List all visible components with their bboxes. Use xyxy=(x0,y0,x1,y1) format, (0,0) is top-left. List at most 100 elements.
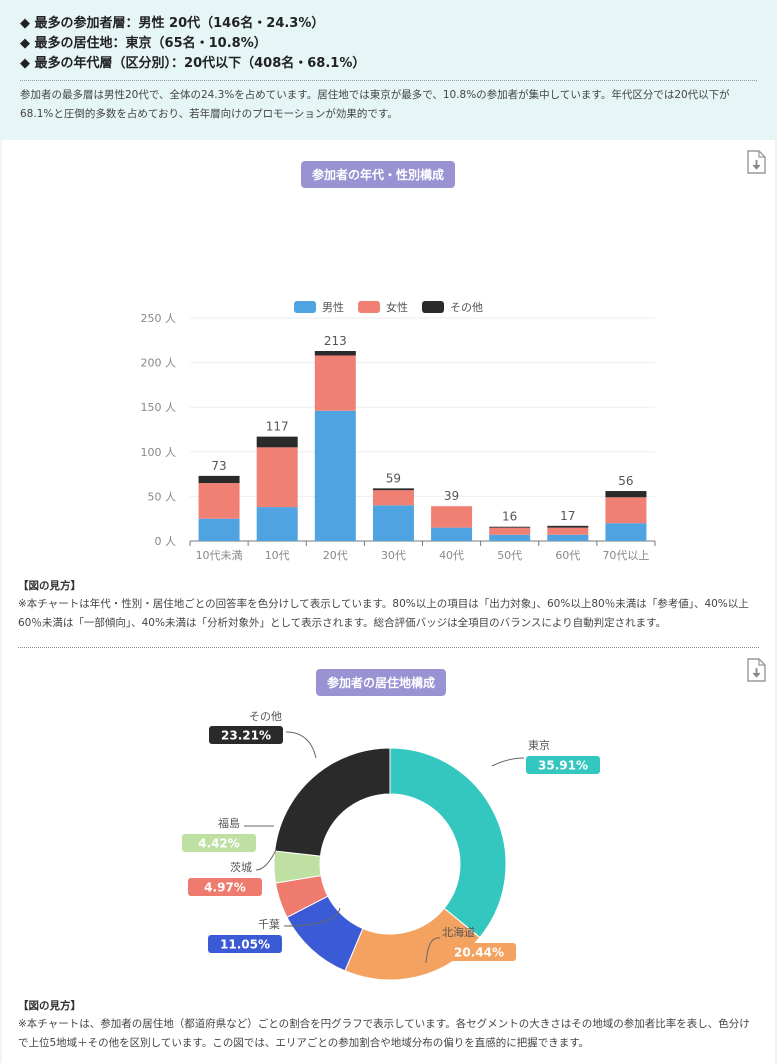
bar-segment xyxy=(605,491,647,498)
donut-label-千葉: 千葉 11.05% xyxy=(208,907,341,953)
bar-segment xyxy=(198,483,240,519)
percent-value: 23.21% xyxy=(221,729,271,743)
x-tick-label: 10代 xyxy=(265,549,290,562)
bar-segment xyxy=(547,527,589,535)
x-tick-label: 60代 xyxy=(555,549,580,562)
bar-segment xyxy=(489,526,531,528)
residence-panel: 参加者の居住地構成 東京 35.91% 北海道 20.44% 千葉 11.05% 茨城 4.9… xyxy=(18,648,766,998)
y-tick-label: 150 人 xyxy=(141,401,177,414)
highlight-top-age-group: ◆ 最多の年代層（区分別）：20代以下（408名・68.1%） xyxy=(20,56,366,71)
bar-segment xyxy=(314,351,356,356)
bar-note-text: ※本チャートは年代・性別・居住地ごとの回答率を色分けして表示しています。80%以… xyxy=(18,598,749,629)
region-name: 福島 xyxy=(218,816,240,830)
region-name: 千葉 xyxy=(258,917,280,931)
bar-segment xyxy=(256,436,298,448)
bar-segment xyxy=(489,534,531,541)
percent-value: 4.42% xyxy=(198,837,240,851)
bar-30代[interactable] xyxy=(372,488,414,541)
percent-badge xyxy=(208,935,282,953)
region-name: 東京 xyxy=(528,738,550,752)
legend-label: その他 xyxy=(450,301,483,314)
bar-40代[interactable] xyxy=(431,506,473,541)
bar-total-label: 59 xyxy=(386,471,401,485)
y-tick-label: 100 人 xyxy=(141,446,177,459)
bar-10代未満[interactable] xyxy=(198,475,240,541)
chart-title-age-gender: 参加者の年代・性別構成 xyxy=(301,161,456,188)
bar-segment xyxy=(605,523,647,541)
highlight-top-segment: ◆ 最多の参加者層：男性 20代（146名・24.3%） xyxy=(20,16,325,31)
y-tick-label: 200 人 xyxy=(141,357,177,370)
bar-60代[interactable] xyxy=(547,525,589,541)
percent-value: 11.05% xyxy=(220,938,270,952)
legend-swatch xyxy=(358,301,380,313)
bar-segment xyxy=(372,488,414,491)
bar-segment xyxy=(489,527,531,535)
y-tick-label: 250 人 xyxy=(141,312,177,325)
bar-total-label: 73 xyxy=(211,459,226,473)
legend-swatch xyxy=(422,301,444,313)
donut-label-その他: その他 23.21% xyxy=(209,710,317,759)
donut-label-茨城: 茨城 4.97% xyxy=(188,849,277,896)
bar-segment xyxy=(198,518,240,541)
legend-label: 男性 xyxy=(322,300,344,314)
file-download-icon[interactable] xyxy=(745,658,767,682)
x-tick-label: 20代 xyxy=(323,549,348,562)
bar-total-label: 117 xyxy=(266,420,289,434)
donut-label-北海道: 北海道 20.44% xyxy=(425,925,516,964)
legend-swatch xyxy=(294,301,316,313)
bar-segment xyxy=(372,505,414,541)
bar-total-label: 17 xyxy=(560,509,575,523)
percent-badge xyxy=(526,756,600,774)
bar-10代[interactable] xyxy=(256,436,298,541)
region-name: その他 xyxy=(249,710,282,723)
summary-description: 参加者の最多層は男性20代で、全体の24.3%を占めています。居住地では東京が最… xyxy=(20,89,730,120)
y-tick-label: 0 人 xyxy=(155,535,177,548)
donut-segment-その他[interactable] xyxy=(274,747,391,857)
bar-total-label: 213 xyxy=(324,334,347,348)
file-download-icon[interactable] xyxy=(745,150,767,174)
y-tick-label: 50 人 xyxy=(148,490,177,503)
pie-note-heading: 【図の見方】 xyxy=(18,1000,81,1012)
legend-item[interactable]: その他 xyxy=(422,301,483,314)
age-gender-panel: 参加者の年代・性別構成 男性 女性 その他 0 人 50 人 100 人 150 人 200 … xyxy=(18,140,766,578)
bar-70代以上[interactable] xyxy=(605,491,647,541)
stacked-bar-chart: 男性 女性 その他 0 人 50 人 100 人 150 人 200 人 250 人 73 10代未… xyxy=(141,300,656,562)
bar-segment xyxy=(256,507,298,541)
bar-50代[interactable] xyxy=(489,526,531,541)
percent-value: 4.97% xyxy=(204,881,246,895)
region-name: 茨城 xyxy=(230,860,252,874)
bar-segment xyxy=(547,525,589,528)
percent-badge xyxy=(209,726,283,744)
chart-title-residence: 参加者の居住地構成 xyxy=(316,669,447,696)
charts-card: 参加者の年代・性別構成 男性 女性 その他 0 人 50 人 100 人 150 人 200 … xyxy=(2,140,775,1063)
x-tick-label: 10代未満 xyxy=(196,549,243,562)
bar-total-label: 56 xyxy=(618,474,633,488)
bar-segment xyxy=(605,497,647,524)
summary-divider xyxy=(20,80,757,81)
bar-segment xyxy=(372,490,414,506)
donut-label-福島: 福島 4.42% xyxy=(182,816,274,852)
bar-segment xyxy=(314,410,356,541)
bar-segment xyxy=(431,527,473,541)
x-tick-label: 30代 xyxy=(381,549,406,562)
summary-panel: ◆ 最多の参加者層：男性 20代（146名・24.3%） ◆ 最多の居住地：東京… xyxy=(0,0,777,140)
percent-value: 35.91% xyxy=(538,759,588,773)
donut-segment-東京[interactable] xyxy=(389,747,507,939)
donut-chart: 東京 35.91% 北海道 20.44% 千葉 11.05% 茨城 4.97% 福島 4.42% そ… xyxy=(182,710,600,981)
percent-badge xyxy=(182,834,256,852)
percent-badge xyxy=(442,943,516,961)
bar-segment xyxy=(256,447,298,508)
highlight-top-residence: ◆ 最多の居住地：東京（65名・10.8%） xyxy=(20,36,267,51)
donut-label-東京: 東京 35.91% xyxy=(491,738,600,774)
section-divider xyxy=(18,647,759,648)
bar-segment xyxy=(431,506,473,528)
legend-item[interactable]: 女性 xyxy=(358,300,408,314)
x-tick-label: 40代 xyxy=(439,549,464,562)
bar-segment xyxy=(314,355,356,411)
x-tick-label: 70代以上 xyxy=(602,549,649,562)
bar-note-heading: 【図の見方】 xyxy=(18,580,81,592)
region-name: 北海道 xyxy=(442,925,475,939)
bar-total-label: 16 xyxy=(502,510,517,524)
legend-item[interactable]: 男性 xyxy=(294,300,344,314)
bar-20代[interactable] xyxy=(314,351,356,541)
